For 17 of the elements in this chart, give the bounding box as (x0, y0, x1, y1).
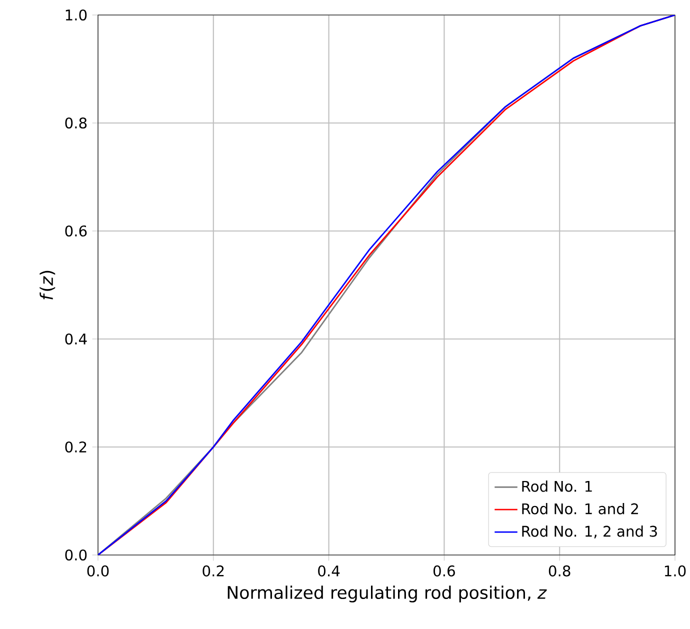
y-axis-title: f(z) (40, 270, 56, 300)
y-tick-label: 0.0 (65, 549, 87, 561)
x-tick-label: 0.8 (548, 565, 570, 576)
y-tick-label: 0.4 (65, 333, 87, 345)
y-tick-label: 0.6 (65, 225, 87, 237)
x-tick-label: 1.0 (664, 565, 686, 576)
y-tick-label: 0.8 (65, 117, 87, 129)
x-tick-label: 0.0 (87, 565, 109, 576)
x-tick-label: 0.6 (434, 565, 455, 576)
x-tick-label: 0.4 (318, 565, 340, 576)
y-tick-label: 1.0 (66, 9, 87, 21)
legend-label: Rod No. 1 and 2 (522, 503, 638, 514)
x-axis-title: Normalized regulating rod position, z (228, 586, 547, 602)
y-tick-label: 0.2 (65, 441, 86, 453)
x-tick-label: 0.2 (202, 565, 224, 576)
legend-label: Rod No. 1 (522, 480, 592, 492)
legend-label: Rod No. 1, 2 and 3 (522, 525, 657, 538)
